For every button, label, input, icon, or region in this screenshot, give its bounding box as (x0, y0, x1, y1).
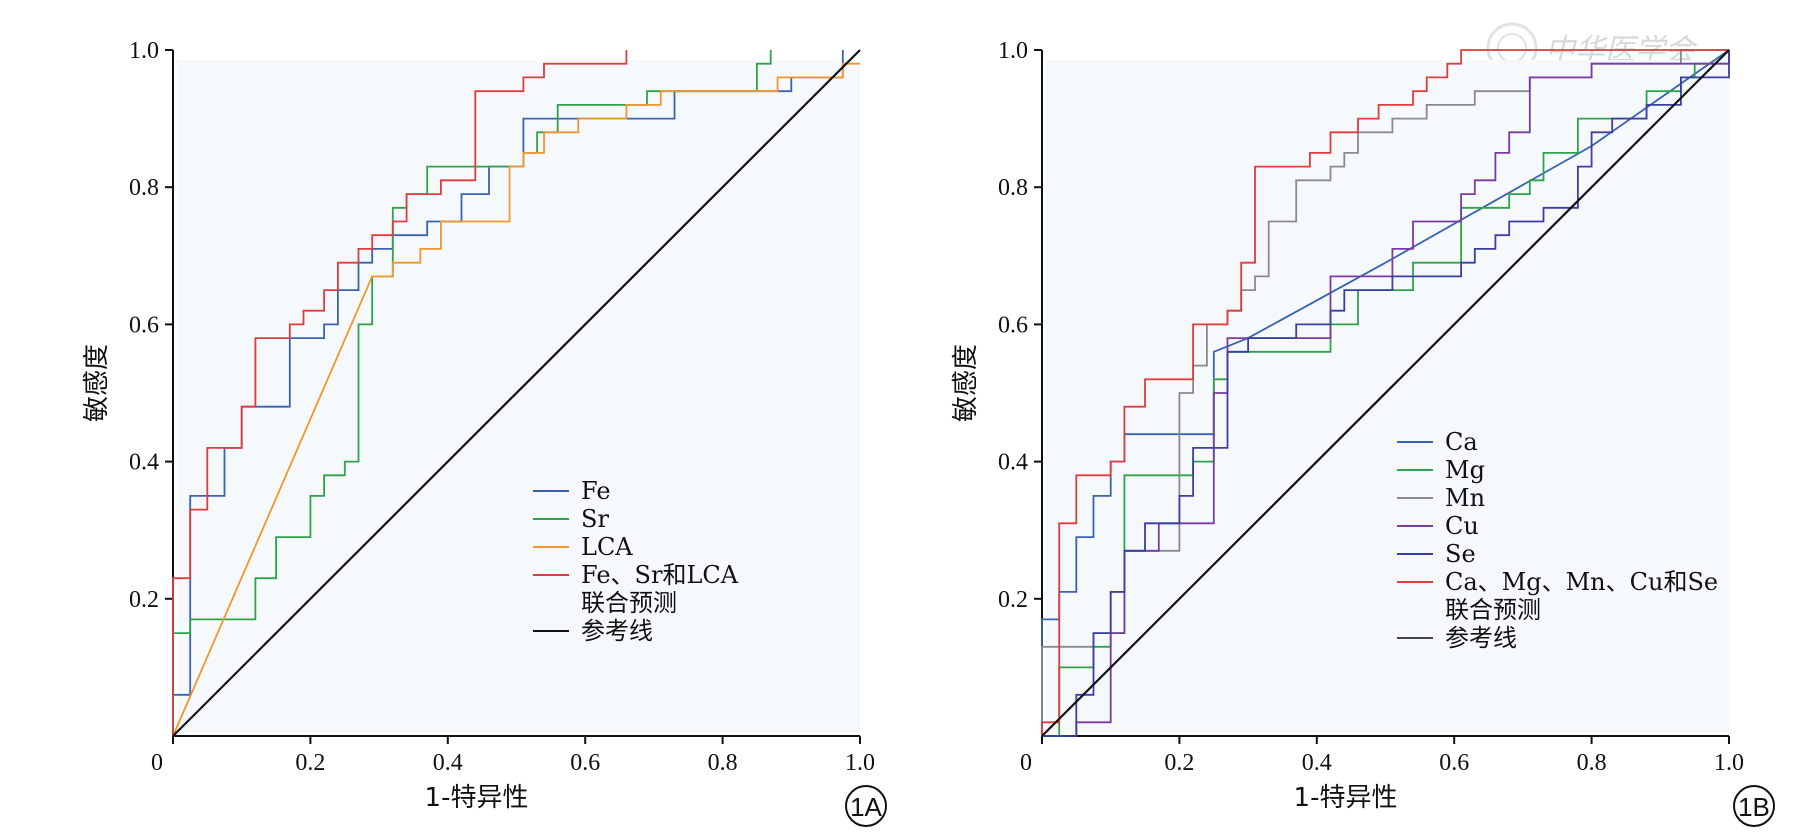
plot-background (1046, 60, 1729, 732)
x-tick-label: 0.2 (295, 750, 325, 776)
legend-entry: 参考线 (533, 617, 653, 645)
legend-label: Se (1445, 540, 1476, 568)
y-tick-label: 1.0 (998, 38, 1028, 64)
y-tick-label: 0.6 (129, 312, 159, 338)
legend-entry: Fe (533, 477, 611, 505)
legend-label: Mn (1445, 484, 1485, 512)
legend-label: Sr (581, 505, 609, 533)
legend-label: Fe、Sr和LCA (581, 561, 739, 589)
watermark-seal-inner-icon (1497, 33, 1527, 63)
legend-label: Cu (1445, 512, 1479, 540)
x-tick-label: 0.4 (433, 750, 463, 776)
y-tick-label: 0.4 (998, 450, 1028, 476)
plot-background (177, 60, 860, 732)
legend-label: 联合预测 (581, 589, 677, 617)
x-axis-label: 1-特异性 (425, 783, 529, 813)
legend-entry: Sr (533, 505, 609, 533)
legend-entry: Mg (1397, 456, 1485, 484)
y-tick-label: 1.0 (129, 38, 159, 64)
panel-label-1a-text: 1A (850, 792, 882, 822)
x-tick-label: 0 (151, 750, 163, 776)
legend-entry: Ca (1397, 428, 1478, 456)
legend-label: 参考线 (581, 617, 653, 645)
y-tick-label: 0.6 (998, 312, 1028, 338)
legend-entry: LCA (533, 533, 633, 561)
y-tick-label: 0.8 (998, 175, 1028, 201)
panel-label-1a-circle (845, 785, 887, 827)
x-tick-label: 1.0 (1714, 750, 1744, 776)
legend-entry: Se (1397, 540, 1476, 568)
legend-label: Ca、Mg、Mn、Cu和Se (1445, 568, 1718, 596)
y-tick-label: 0.2 (129, 587, 159, 613)
legend-label: Ca (1445, 428, 1478, 456)
series-line-series-4 (172, 49, 861, 737)
y-tick-label: 0.8 (129, 175, 159, 201)
legend-entry: 参考线 (1397, 624, 1517, 652)
y-tick-label: 0.2 (998, 587, 1028, 613)
series-line-fe-sr-lca (172, 50, 628, 736)
legend-entry: Mn (1397, 484, 1485, 512)
y-axis-label: 敏感度 (951, 344, 981, 422)
panel-label-1b: 1B (1733, 785, 1775, 827)
panel-label-1b-circle (1733, 785, 1775, 827)
panel-label-1a: 1A (845, 785, 887, 827)
x-tick-label: 0.8 (708, 750, 738, 776)
x-axis-label: 1-特异性 (1294, 783, 1398, 813)
legend-label: Mg (1445, 456, 1485, 484)
x-tick-label: 0 (1020, 750, 1032, 776)
legend-label: Fe (581, 477, 611, 505)
panel-label-1b-text: 1B (1738, 792, 1770, 822)
y-axis-label: 敏感度 (82, 344, 112, 422)
x-tick-label: 0.4 (1302, 750, 1332, 776)
series-line-se (1042, 50, 1730, 737)
legend-entry: Cu (1397, 512, 1479, 540)
x-tick-label: 1.0 (845, 750, 875, 776)
x-tick-label: 0.8 (1577, 750, 1607, 776)
panel-1a: 0 0.2 0.4 0.6 0.8 1.0 0.2 0.4 0.6 0.8 1.0 1-特异性 敏感度 F… (82, 38, 875, 813)
x-tick-label: 0.6 (570, 750, 600, 776)
series-line-ca-mg-mn-cu-se (1041, 49, 1729, 736)
y-tick-label: 0.4 (129, 450, 159, 476)
x-tick-label: 0.6 (1439, 750, 1469, 776)
panel-1b: 0 0.2 0.4 0.6 0.8 1.0 0.2 0.4 0.6 0.8 1.0 1-特异性 敏感度 C… (951, 38, 1744, 813)
series-line-lca (172, 62, 860, 737)
legend-label: 参考线 (1445, 624, 1517, 652)
legend-label: 联合预测 (1445, 596, 1541, 624)
legend-label: LCA (581, 533, 633, 561)
x-tick-label: 0.2 (1164, 750, 1194, 776)
series-line-series-6 (1041, 49, 1730, 737)
